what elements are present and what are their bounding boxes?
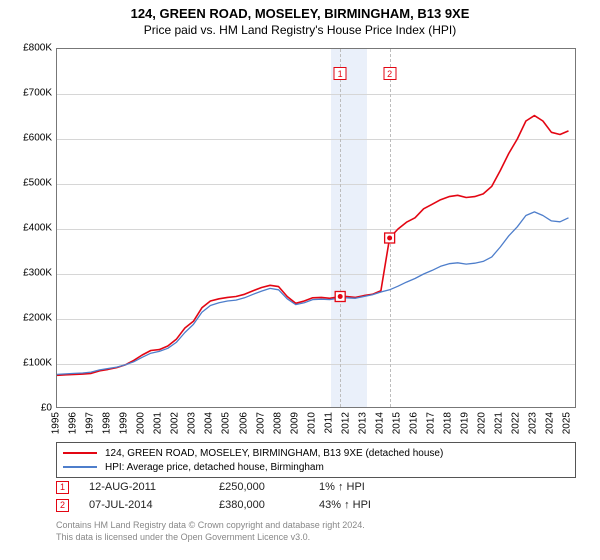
- legend-swatch: [63, 466, 97, 468]
- sales-row-marker: 2: [56, 499, 69, 512]
- legend-label: HPI: Average price, detached house, Birm…: [105, 462, 324, 473]
- series-hpi: [57, 212, 569, 375]
- chart-subtitle: Price paid vs. HM Land Registry's House …: [0, 21, 600, 37]
- footnote-line-2: This data is licensed under the Open Gov…: [56, 532, 365, 544]
- legend-label: 124, GREEN ROAD, MOSELEY, BIRMINGHAM, B1…: [105, 448, 443, 459]
- xtick-label: 2006: [238, 412, 249, 434]
- xtick-label: 2008: [272, 412, 283, 434]
- chart-container: 124, GREEN ROAD, MOSELEY, BIRMINGHAM, B1…: [0, 0, 600, 560]
- xtick-label: 2022: [511, 412, 522, 434]
- chart-titles: 124, GREEN ROAD, MOSELEY, BIRMINGHAM, B1…: [0, 0, 600, 37]
- sales-row-price: £380,000: [219, 499, 319, 511]
- xtick-label: 2009: [289, 412, 300, 434]
- footnote: Contains HM Land Registry data © Crown c…: [56, 520, 365, 543]
- ytick-label: £400K: [23, 223, 52, 234]
- xtick-label: 2010: [306, 412, 317, 434]
- xtick-label: 2014: [374, 412, 385, 434]
- ytick-label: £500K: [23, 178, 52, 189]
- xtick-label: 2001: [153, 412, 164, 434]
- xtick-label: 2021: [494, 412, 505, 434]
- xtick-label: 1995: [51, 412, 62, 434]
- xtick-label: 2020: [477, 412, 488, 434]
- xtick-label: 2012: [340, 412, 351, 434]
- plot-area: 12: [56, 48, 576, 408]
- chart-title: 124, GREEN ROAD, MOSELEY, BIRMINGHAM, B1…: [0, 6, 600, 21]
- xtick-label: 2024: [545, 412, 556, 434]
- xtick-label: 2019: [460, 412, 471, 434]
- sale-marker-dot: [387, 236, 392, 241]
- xtick-label: 2015: [391, 412, 402, 434]
- legend: 124, GREEN ROAD, MOSELEY, BIRMINGHAM, B1…: [56, 442, 576, 478]
- ytick-label: £200K: [23, 313, 52, 324]
- xtick-label: 2003: [187, 412, 198, 434]
- xtick-label: 2004: [204, 412, 215, 434]
- legend-item: HPI: Average price, detached house, Birm…: [63, 460, 569, 474]
- xtick-label: 2018: [443, 412, 454, 434]
- legend-item: 124, GREEN ROAD, MOSELEY, BIRMINGHAM, B1…: [63, 446, 569, 460]
- ytick-label: £600K: [23, 133, 52, 144]
- ytick-label: £300K: [23, 268, 52, 279]
- legend-swatch: [63, 452, 97, 454]
- xtick-label: 1999: [119, 412, 130, 434]
- xtick-label: 1996: [68, 412, 79, 434]
- sales-row-marker: 1: [56, 481, 69, 494]
- sale-label: 2: [383, 67, 396, 80]
- sales-row-date: 07-JUL-2014: [89, 499, 219, 511]
- xtick-label: 2000: [136, 412, 147, 434]
- sales-row: 2 07-JUL-2014£380,00043% ↑ HPI: [56, 496, 429, 514]
- xtick-label: 2017: [426, 412, 437, 434]
- sales-row-pct: 43% ↑ HPI: [319, 499, 429, 511]
- sales-row: 1 12-AUG-2011£250,0001% ↑ HPI: [56, 478, 429, 496]
- xtick-label: 2005: [221, 412, 232, 434]
- sales-row-price: £250,000: [219, 481, 319, 493]
- sale-label: 1: [334, 67, 347, 80]
- series-property: [57, 116, 569, 376]
- sale-marker-dot: [338, 294, 343, 299]
- footnote-line-1: Contains HM Land Registry data © Crown c…: [56, 520, 365, 532]
- xtick-label: 2002: [170, 412, 181, 434]
- ytick-label: £100K: [23, 358, 52, 369]
- sales-table: 1 12-AUG-2011£250,0001% ↑ HPI 2 07-JUL-2014…: [56, 478, 429, 514]
- sales-row-date: 12-AUG-2011: [89, 481, 219, 493]
- xtick-label: 1997: [85, 412, 96, 434]
- xtick-label: 2016: [409, 412, 420, 434]
- xtick-label: 2011: [323, 412, 334, 434]
- sales-row-pct: 1% ↑ HPI: [319, 481, 429, 493]
- plot-svg: [57, 49, 575, 407]
- xtick-label: 2025: [562, 412, 573, 434]
- xtick-label: 2007: [255, 412, 266, 434]
- xtick-label: 2023: [528, 412, 539, 434]
- ytick-label: £800K: [23, 43, 52, 54]
- xtick-label: 1998: [102, 412, 113, 434]
- ytick-label: £700K: [23, 88, 52, 99]
- xtick-label: 2013: [357, 412, 368, 434]
